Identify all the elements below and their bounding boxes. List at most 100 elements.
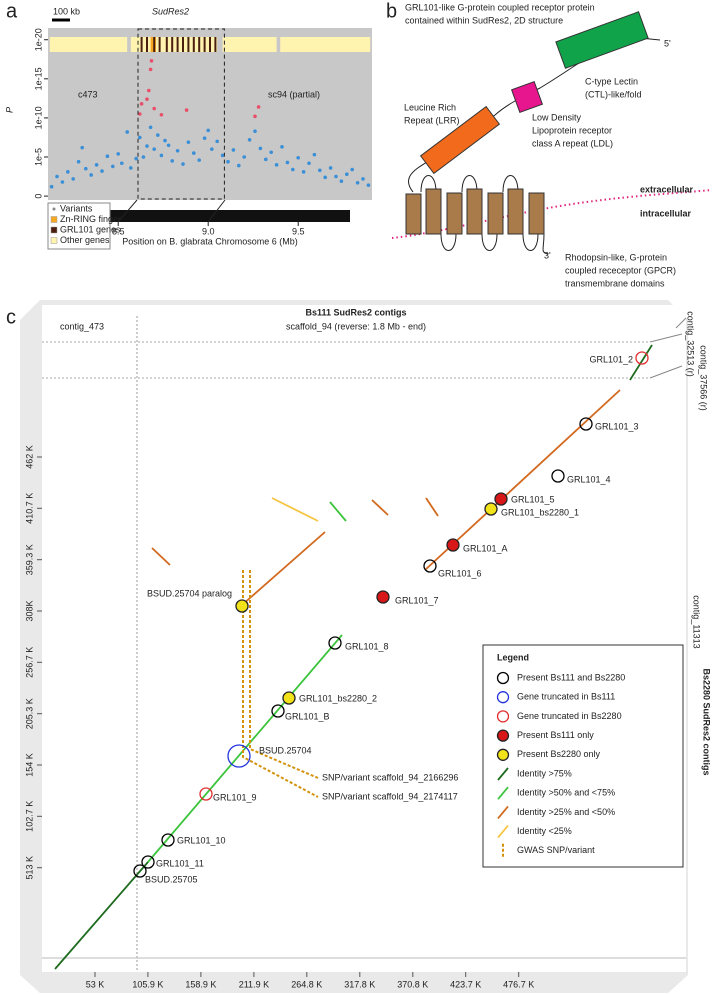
x-tick-label: 211.9 K	[239, 979, 269, 989]
x-tick-label: 105.9 K	[132, 979, 163, 989]
point	[147, 88, 151, 93]
point	[116, 152, 120, 156]
alignment	[629, 344, 653, 381]
gene-label: GRL101_2	[589, 354, 633, 364]
point	[296, 155, 301, 160]
subtitle: scaffold_94 (reverse: 1.8 Mb - end)	[286, 321, 426, 331]
alignment	[271, 497, 319, 522]
y-tick-label: 154 K	[24, 753, 34, 777]
legend-label: Present Bs111 and Bs2280	[517, 672, 625, 682]
gene	[235, 599, 249, 613]
label: Low Density	[532, 112, 582, 122]
point	[350, 167, 355, 172]
point	[148, 125, 153, 130]
point	[120, 161, 124, 166]
point	[134, 156, 138, 161]
y-tick-label: 256.7 K	[24, 647, 34, 678]
snp-label: SNP/variant scaffold_94_2174117	[322, 791, 458, 801]
gene	[133, 864, 147, 878]
legend-label: Identity >25% and <50%	[517, 807, 615, 817]
point	[159, 112, 164, 117]
label: class A repeat (LDL)	[532, 138, 613, 148]
point	[339, 179, 344, 184]
alignment	[329, 501, 347, 522]
point	[280, 145, 284, 149]
legend-label: Identity >50% and <75%	[517, 788, 615, 798]
point	[210, 147, 214, 151]
grl101-gene	[140, 37, 143, 52]
gene-label: GRL101_3	[595, 421, 639, 431]
zoom-line	[117, 199, 138, 223]
x-contig: contig_473	[60, 321, 104, 331]
alignment	[151, 547, 171, 566]
legend-swatch	[50, 237, 58, 244]
point	[274, 163, 279, 167]
y-tick-label: 410.7 K	[24, 493, 34, 524]
y-tick-label: 513 K	[24, 856, 34, 880]
y-tick-label: 205.3 K	[24, 698, 34, 729]
x-tick-label: 317.8 K	[344, 979, 375, 989]
y-contig: contig_37566 (r)	[699, 345, 709, 411]
point	[328, 166, 333, 170]
point	[100, 169, 104, 173]
point	[80, 145, 84, 150]
snp	[242, 570, 319, 798]
point	[312, 152, 317, 157]
point	[307, 161, 311, 166]
point	[138, 135, 142, 140]
plot-bg	[48, 28, 372, 200]
legend-label: Gene truncated in Bs111	[517, 692, 615, 702]
gene	[484, 502, 498, 516]
alignment	[371, 499, 389, 516]
point	[145, 144, 149, 148]
legend-swatch	[496, 748, 510, 761]
x-tick-label: 370.8 K	[397, 979, 428, 989]
point	[226, 159, 230, 164]
gene-label: BSUD.25704 paralog	[147, 588, 232, 598]
y-tick-label: 1e-20	[33, 28, 43, 51]
y-axis-title: P	[4, 107, 14, 113]
x-tick-label: 423.7 K	[450, 979, 481, 989]
point	[256, 105, 261, 109]
snp-label: SNP/variant scaffold_94_2166296	[322, 772, 458, 782]
point	[220, 153, 225, 158]
chart-title: Bs111 SudRes2 contigs	[305, 307, 406, 317]
gene-label: GRL101_5	[511, 494, 555, 504]
three-prime: 3'	[544, 250, 551, 260]
point	[111, 164, 115, 169]
point	[125, 130, 129, 134]
point	[55, 174, 59, 179]
point	[71, 177, 75, 181]
alignment	[241, 531, 326, 606]
legend-label: Present Bs111 only	[517, 730, 594, 740]
point	[184, 108, 189, 112]
point	[148, 67, 153, 72]
gene	[222, 37, 277, 52]
label: intracellular	[640, 208, 692, 218]
gene	[376, 590, 390, 604]
scale-label: 100 kb	[53, 6, 80, 16]
legend-swatch	[496, 710, 510, 723]
point	[159, 153, 164, 158]
gene-label: GRL101_A	[463, 543, 508, 553]
legend-label: Identity <25%	[517, 826, 572, 836]
gene-label: GRL101_7	[395, 595, 439, 605]
legend-label: Identity >75%	[517, 768, 572, 778]
region-label: SudRes2	[152, 6, 189, 16]
y-tick-label: 359.3 K	[24, 544, 34, 575]
gene	[551, 469, 565, 483]
legend-label: Zn-RING finger	[60, 214, 121, 224]
point	[334, 174, 338, 179]
point	[175, 148, 180, 153]
point	[206, 128, 210, 133]
point	[66, 170, 70, 174]
point	[247, 138, 252, 142]
y-tick-label: 0	[33, 194, 43, 199]
legend-label: Gene truncated in Bs2280	[517, 711, 622, 721]
point	[231, 148, 236, 152]
point	[242, 155, 246, 159]
diagram-title: GRL101-like G-protein coupled receptor p…	[405, 2, 595, 12]
grl101-gene	[176, 37, 179, 52]
bracket	[649, 317, 687, 379]
grl101-gene	[171, 37, 174, 52]
